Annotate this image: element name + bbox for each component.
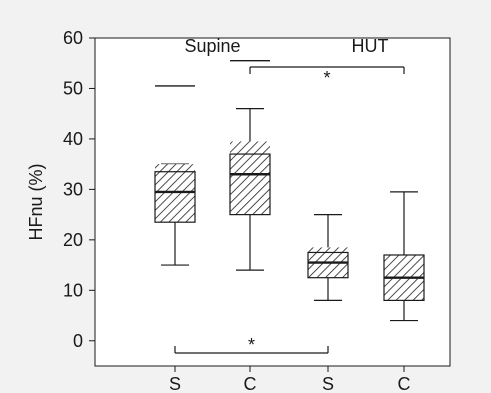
box-hatch: [230, 141, 270, 215]
box-3: [307, 214, 349, 301]
y-tick-label: 40: [63, 129, 83, 149]
group-label: Supine: [184, 36, 240, 56]
y-tick-label: 20: [63, 230, 83, 250]
box-body: [229, 153, 271, 216]
y-tick-label: 30: [63, 179, 83, 199]
group-label: HUT: [352, 36, 389, 56]
box-body: [154, 171, 196, 223]
x-tick-label: C: [398, 374, 411, 393]
x-tick-label: C: [244, 374, 257, 393]
box-1: [154, 85, 196, 266]
significance-star: *: [248, 335, 255, 355]
y-tick-label: 0: [73, 331, 83, 351]
y-tick-label: 10: [63, 280, 83, 300]
x-tick-label: S: [169, 374, 181, 393]
significance-bracket: *: [174, 335, 329, 355]
plot-area: [94, 37, 451, 367]
y-axis-title: HFnu (%): [26, 163, 46, 240]
box-body: [307, 251, 349, 279]
significance-bracket: *: [249, 66, 405, 88]
box-hatch: [155, 164, 195, 223]
significance-star: *: [323, 68, 330, 88]
box-2: [229, 60, 271, 271]
y-tick-label: 50: [63, 78, 83, 98]
x-tick-label: S: [322, 374, 334, 393]
y-tick-label: 60: [63, 28, 83, 48]
box-4: [383, 191, 425, 322]
